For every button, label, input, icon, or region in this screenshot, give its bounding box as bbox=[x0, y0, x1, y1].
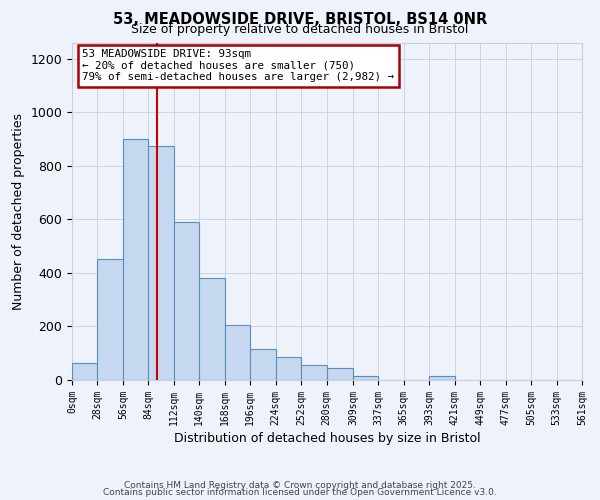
Bar bbox=[72, 362, 97, 380]
Y-axis label: Number of detached properties: Number of detached properties bbox=[12, 113, 25, 310]
Bar bbox=[301, 366, 326, 380]
Text: 53 MEADOWSIDE DRIVE: 93sqm
← 20% of detached houses are smaller (750)
79% of sem: 53 MEADOWSIDE DRIVE: 93sqm ← 20% of deta… bbox=[82, 50, 394, 82]
Bar bbox=[250, 349, 275, 380]
Bar bbox=[225, 325, 250, 380]
Bar bbox=[148, 146, 174, 380]
Bar bbox=[97, 260, 123, 380]
Text: Size of property relative to detached houses in Bristol: Size of property relative to detached ho… bbox=[131, 22, 469, 36]
Bar bbox=[353, 376, 379, 380]
Text: 53, MEADOWSIDE DRIVE, BRISTOL, BS14 0NR: 53, MEADOWSIDE DRIVE, BRISTOL, BS14 0NR bbox=[113, 12, 487, 28]
Bar bbox=[174, 222, 199, 380]
Text: Contains public sector information licensed under the Open Government Licence v3: Contains public sector information licen… bbox=[103, 488, 497, 497]
X-axis label: Distribution of detached houses by size in Bristol: Distribution of detached houses by size … bbox=[173, 432, 481, 445]
Bar bbox=[429, 376, 455, 380]
Bar bbox=[326, 368, 353, 380]
Text: Contains HM Land Registry data © Crown copyright and database right 2025.: Contains HM Land Registry data © Crown c… bbox=[124, 480, 476, 490]
Bar bbox=[199, 278, 225, 380]
Bar bbox=[275, 357, 301, 380]
Bar bbox=[123, 139, 148, 380]
